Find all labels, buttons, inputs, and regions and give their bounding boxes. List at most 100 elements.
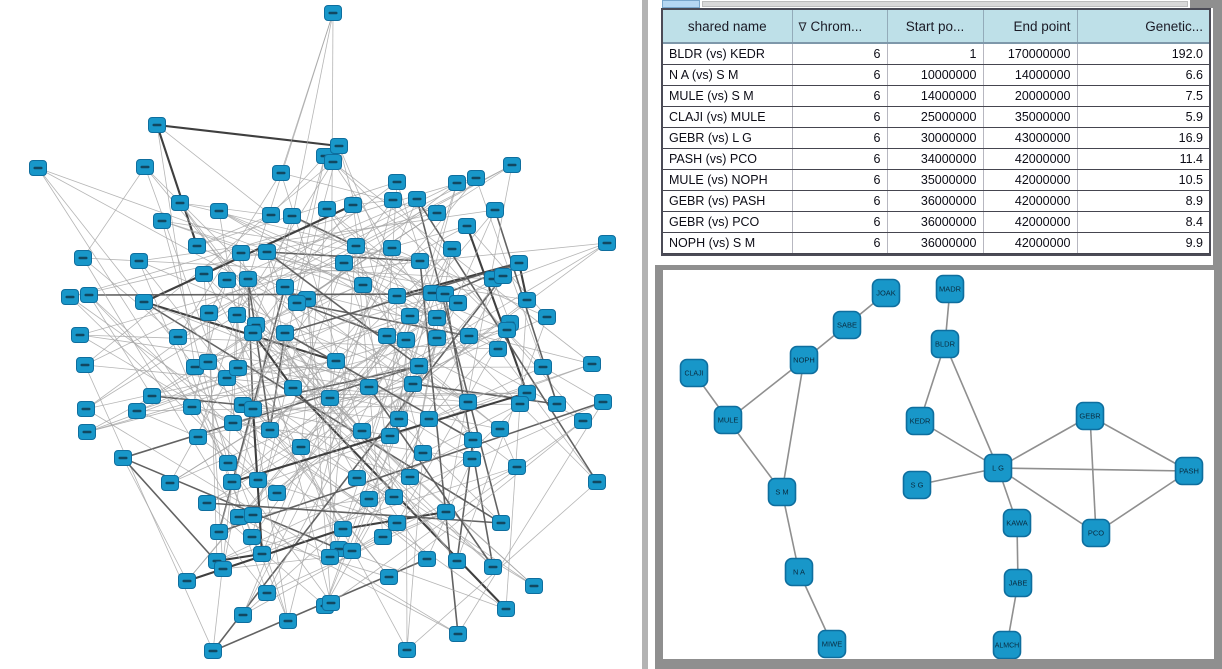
node-shape[interactable] bbox=[905, 406, 935, 436]
network-node-N A[interactable]: N A bbox=[784, 557, 814, 587]
overview-node[interactable] bbox=[511, 396, 529, 412]
network-node-KEDR[interactable]: KEDR bbox=[905, 406, 935, 436]
overview-node[interactable] bbox=[467, 170, 485, 186]
network-node-GEBR[interactable]: GEBR bbox=[1075, 401, 1105, 431]
node-shape[interactable] bbox=[983, 453, 1013, 483]
overview-node[interactable] bbox=[518, 292, 536, 308]
overview-node[interactable] bbox=[258, 244, 276, 260]
overview-node[interactable] bbox=[327, 353, 345, 369]
overview-node[interactable] bbox=[171, 195, 189, 211]
overview-node[interactable] bbox=[114, 450, 132, 466]
node-shape[interactable] bbox=[902, 470, 932, 500]
overview-node[interactable] bbox=[408, 191, 426, 207]
overview-node[interactable] bbox=[169, 329, 187, 345]
detail-edge-BLDR-L G[interactable] bbox=[944, 343, 999, 469]
overview-node[interactable] bbox=[210, 203, 228, 219]
overview-node[interactable] bbox=[279, 613, 297, 629]
node-shape[interactable] bbox=[930, 329, 960, 359]
overview-node[interactable] bbox=[214, 561, 232, 577]
overview-node[interactable] bbox=[385, 489, 403, 505]
overview-node[interactable] bbox=[348, 470, 366, 486]
overview-node[interactable] bbox=[448, 553, 466, 569]
overview-node[interactable] bbox=[380, 569, 398, 585]
overview-node[interactable] bbox=[74, 250, 92, 266]
overview-node[interactable] bbox=[322, 595, 340, 611]
overview-node[interactable] bbox=[384, 192, 402, 208]
overview-node[interactable] bbox=[588, 474, 606, 490]
overview-node[interactable] bbox=[347, 238, 365, 254]
node-shape[interactable] bbox=[992, 630, 1022, 659]
node-shape[interactable] bbox=[935, 274, 965, 304]
overview-node[interactable] bbox=[418, 551, 436, 567]
table-row[interactable]: MULE (vs) S M 6 14000000 20000000 7.5 bbox=[663, 85, 1209, 107]
overview-node[interactable] bbox=[324, 5, 342, 21]
network-node-BLDR[interactable]: BLDR bbox=[930, 329, 960, 359]
overview-node[interactable] bbox=[360, 379, 378, 395]
node-shape[interactable] bbox=[1002, 508, 1032, 538]
overview-node[interactable] bbox=[448, 175, 466, 191]
overview-node[interactable] bbox=[486, 202, 504, 218]
overview-node[interactable] bbox=[463, 451, 481, 467]
overview-node[interactable] bbox=[525, 578, 543, 594]
overview-node[interactable] bbox=[378, 328, 396, 344]
overview-node[interactable] bbox=[80, 287, 98, 303]
node-shape[interactable] bbox=[789, 345, 819, 375]
overview-node[interactable] bbox=[318, 201, 336, 217]
overview-node[interactable] bbox=[228, 307, 246, 323]
table-row[interactable]: PASH (vs) PCO 6 34000000 42000000 11.4 bbox=[663, 148, 1209, 170]
overview-node[interactable] bbox=[78, 424, 96, 440]
detail-edge-NOPH-S M[interactable] bbox=[781, 359, 805, 493]
overview-node[interactable] bbox=[458, 218, 476, 234]
overview-node[interactable] bbox=[161, 475, 179, 491]
overview-node[interactable] bbox=[503, 157, 521, 173]
network-node-SABE[interactable]: SABE bbox=[832, 310, 862, 340]
overview-node[interactable] bbox=[189, 429, 207, 445]
overview-node[interactable] bbox=[388, 515, 406, 531]
overview-node[interactable] bbox=[583, 356, 601, 372]
overview-node[interactable] bbox=[428, 310, 446, 326]
detail-edge-PASH-PCO[interactable] bbox=[1095, 470, 1190, 534]
overview-node[interactable] bbox=[135, 294, 153, 310]
network-node-S M[interactable]: S M bbox=[767, 477, 797, 507]
overview-node[interactable] bbox=[210, 524, 228, 540]
overview-node[interactable] bbox=[388, 288, 406, 304]
overview-node[interactable] bbox=[272, 165, 290, 181]
table-row[interactable]: NOPH (vs) S M 6 36000000 42000000 9.9 bbox=[663, 232, 1209, 254]
overview-node[interactable] bbox=[61, 289, 79, 305]
overview-node[interactable] bbox=[284, 380, 302, 396]
active-tab-sliver[interactable] bbox=[662, 0, 700, 8]
overview-node[interactable] bbox=[283, 208, 301, 224]
overview-node[interactable] bbox=[244, 507, 262, 523]
node-shape[interactable] bbox=[1174, 456, 1204, 486]
network-node-ALMCH[interactable]: ALMCH bbox=[992, 630, 1022, 659]
network-node-JABE[interactable]: JABE bbox=[1003, 568, 1033, 598]
table-row[interactable]: BLDR (vs) KEDR 6 1 170000000 192.0 bbox=[663, 43, 1209, 65]
overview-node[interactable] bbox=[268, 485, 286, 501]
network-node-MADR[interactable]: MADR bbox=[935, 274, 965, 304]
overview-node[interactable] bbox=[330, 138, 348, 154]
detail-network-canvas[interactable]: JOAK MADR SABE BLDR NOPH CLAJI KEDR MULE GEBR L G… bbox=[663, 270, 1214, 659]
overview-node[interactable] bbox=[508, 459, 526, 475]
column-header-start-position[interactable]: Start po... bbox=[887, 10, 984, 44]
overview-node[interactable] bbox=[292, 439, 310, 455]
overview-node[interactable] bbox=[243, 529, 261, 545]
overview-node[interactable] bbox=[383, 240, 401, 256]
network-node-NOPH[interactable]: NOPH bbox=[789, 345, 819, 375]
overview-node[interactable] bbox=[204, 643, 222, 659]
overview-node[interactable] bbox=[249, 472, 267, 488]
overview-node[interactable] bbox=[136, 159, 154, 175]
overview-node[interactable] bbox=[374, 529, 392, 545]
overview-node[interactable] bbox=[288, 295, 306, 311]
overview-node[interactable] bbox=[598, 235, 616, 251]
network-node-PCO[interactable]: PCO bbox=[1081, 518, 1111, 548]
overview-node[interactable] bbox=[443, 241, 461, 257]
overview-node[interactable] bbox=[188, 238, 206, 254]
overview-node[interactable] bbox=[224, 415, 242, 431]
node-shape[interactable] bbox=[871, 278, 901, 308]
overview-node[interactable] bbox=[153, 213, 171, 229]
network-node-CLAJI[interactable]: CLAJI bbox=[679, 358, 709, 388]
network-node-MULE[interactable]: MULE bbox=[713, 405, 743, 435]
overview-node[interactable] bbox=[390, 411, 408, 427]
overview-node[interactable] bbox=[343, 543, 361, 559]
network-node-S G[interactable]: S G bbox=[902, 470, 932, 500]
